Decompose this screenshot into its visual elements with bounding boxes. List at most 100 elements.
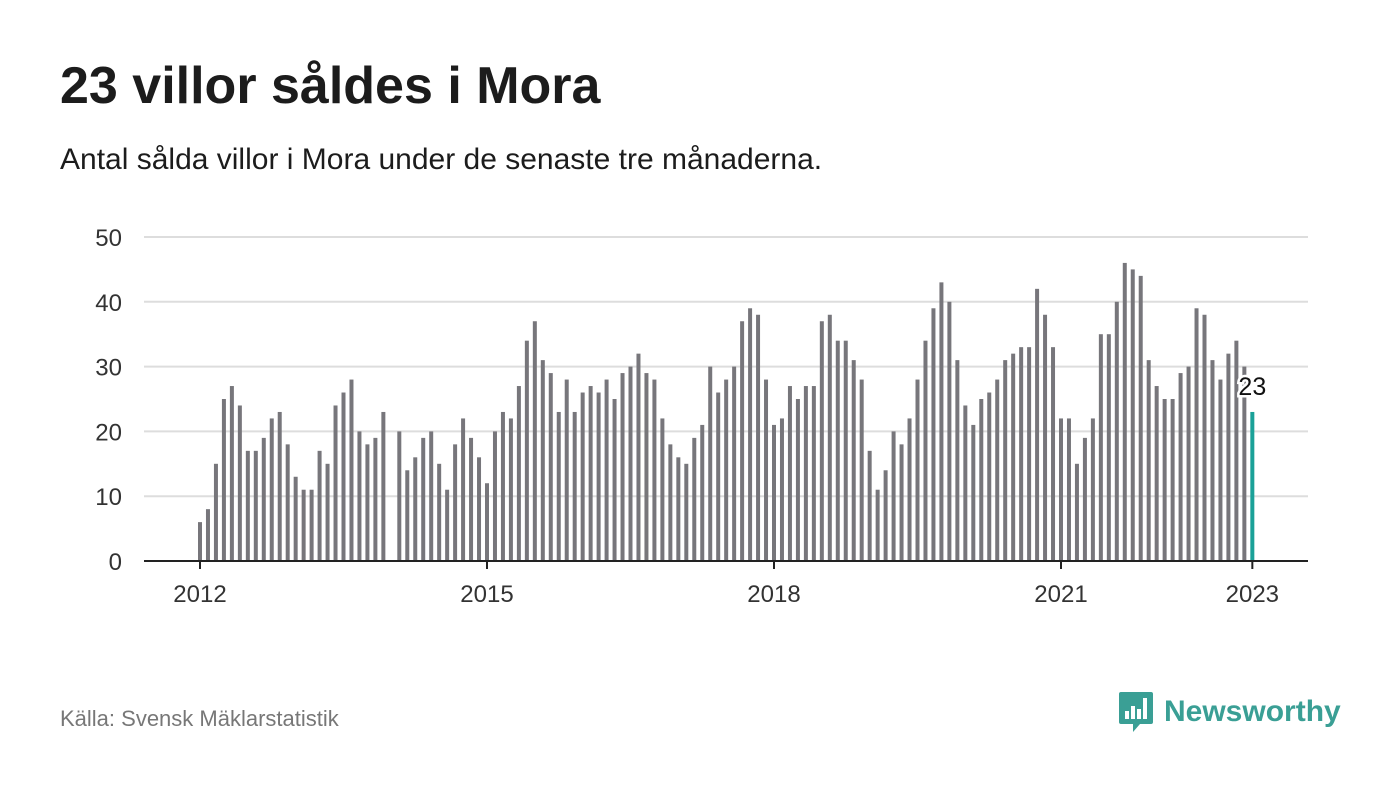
bar [716,392,721,561]
bar [221,399,226,561]
x-tick-label: 2023 [1226,581,1279,608]
bar [923,340,928,561]
bar [1106,334,1111,561]
bar [612,399,617,561]
bar [1242,366,1247,561]
y-tick-label: 20 [95,419,122,446]
bar [461,418,466,561]
bar [1130,269,1135,561]
bar [740,321,745,561]
bar [413,457,418,561]
bar [1059,418,1063,561]
bar [1218,379,1223,561]
bar [995,379,1000,561]
bar [301,489,306,561]
highlight-bar [1250,411,1255,561]
bar [1011,353,1016,561]
bar [285,444,290,561]
bar [349,379,354,561]
bar [1210,360,1215,561]
bar-chart: 0 10 20 30 40 50 2012 2015 2018 2021 2023 23 [95,225,1308,608]
bar [1138,275,1143,561]
bar [947,301,952,561]
bar [692,437,697,561]
bar [1170,399,1175,561]
bar [660,418,665,561]
chart-subtitle: Antal sålda villor i Mora under de senas… [60,143,823,176]
y-tick-label: 30 [95,355,122,382]
x-tick-label: 2012 [173,581,226,608]
bar [205,509,210,561]
bar [748,308,753,561]
bar [421,437,426,561]
bar [811,386,816,561]
bar [803,386,808,561]
bar [787,386,792,561]
bar [883,470,888,561]
highlight-value-label: 23 [1238,373,1266,401]
bar [955,360,960,561]
bar [875,489,880,561]
bar [1194,308,1199,561]
bar [756,314,761,561]
bar [357,431,362,561]
bar [867,450,872,561]
bar [1051,347,1056,561]
bar [668,444,673,561]
bar [213,463,218,561]
bar [724,379,729,561]
bar [1035,288,1040,561]
bar [237,405,242,561]
y-tick-label: 10 [95,484,122,511]
bar [564,379,569,561]
bar [572,411,577,561]
bar [540,360,545,561]
x-tick-label: 2021 [1034,581,1087,608]
bar [931,308,936,561]
bar [1122,262,1127,561]
bar [891,431,896,561]
bar [508,418,513,561]
bar-chart-speech-bubble-icon [1119,692,1153,732]
bar [827,314,832,561]
bar [684,463,689,561]
bar [764,379,769,561]
bar [365,444,370,561]
bar [477,457,482,561]
bar [939,282,944,561]
bar [1234,340,1239,561]
y-tick-label: 50 [95,225,122,252]
bar [293,476,298,561]
brand-name: Newsworthy [1164,695,1341,728]
y-tick-label: 0 [109,549,122,576]
bar [596,392,601,561]
bar [333,405,338,561]
bar [700,424,705,561]
bar [198,522,202,561]
bar [277,411,282,561]
bar [1082,437,1087,561]
bar [516,386,521,561]
bar [1003,360,1008,561]
bar [907,418,912,561]
x-tick-label: 2018 [747,581,800,608]
bar [708,366,713,561]
brand-logo[interactable]: Newsworthy [1118,690,1341,734]
bar [835,340,840,561]
bar [317,450,322,561]
y-tick-label: 40 [95,290,122,317]
bar [987,392,992,561]
bar [1202,314,1207,561]
bar [261,437,266,561]
bar [1019,347,1024,561]
bar [556,411,561,561]
bar [779,418,784,561]
bar [604,379,609,561]
bar [1090,418,1095,561]
bar [1114,301,1119,561]
bar [445,489,450,561]
source-note: Källa: Svensk Mäklarstatistik [60,706,339,731]
bar [843,340,848,561]
bar [644,373,649,561]
bar [229,386,234,561]
